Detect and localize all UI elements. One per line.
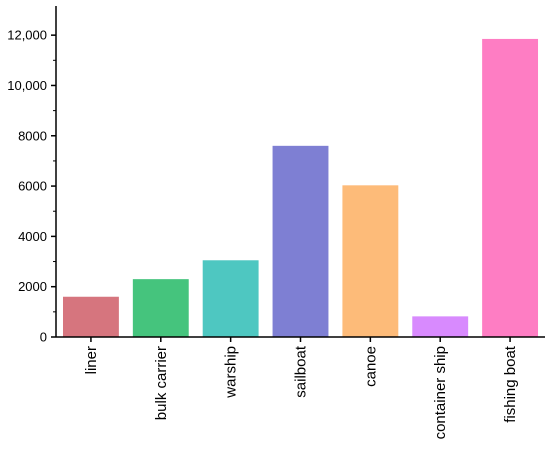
bar-fishing-boat [482, 38, 539, 338]
y-tick-label: 8000 [18, 128, 47, 143]
x-tick-label-sailboat: sailboat [293, 345, 310, 398]
bar-liner [62, 296, 119, 337]
y-tick-label: 10,000 [7, 78, 47, 93]
x-tick-label-warship: warship [223, 346, 240, 399]
bar-canoe [342, 185, 399, 337]
bar-sailboat [272, 145, 329, 337]
bar-bulk-carrier [132, 279, 189, 337]
y-axis: 0 2000 4000 6000 8000 10,000 12,000 [7, 6, 57, 345]
x-tick-label-bulk-carrier: bulk carrier [153, 346, 170, 420]
y-tick-label: 6000 [18, 179, 47, 194]
bar-container-ship [412, 316, 469, 337]
x-tick-label-container-ship: container ship [432, 346, 449, 439]
y-tick-label: 4000 [18, 229, 47, 244]
y-tick-label: 0 [40, 330, 47, 345]
x-axis: liner bulk carrier warship sailboat canoe con… [56, 336, 545, 439]
y-tick-label: 2000 [18, 279, 47, 294]
x-tick-label-canoe: canoe [362, 346, 379, 387]
bar-warship [202, 260, 259, 337]
y-tick-label: 12,000 [7, 28, 47, 43]
x-tick-label-liner: liner [83, 346, 100, 374]
bars [62, 38, 539, 338]
x-tick-label-fishing-boat: fishing boat [502, 345, 519, 423]
